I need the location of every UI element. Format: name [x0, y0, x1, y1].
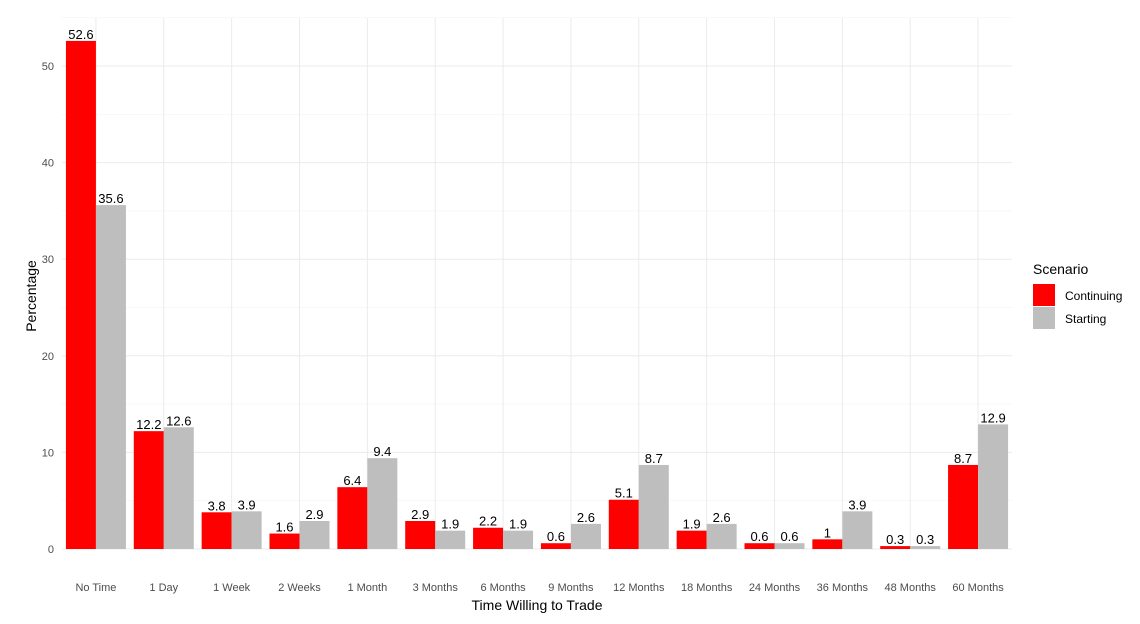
data-label-continuing: 2.2	[479, 514, 497, 529]
legend-title: Scenario	[1033, 261, 1088, 277]
legend-swatch-continuing	[1033, 284, 1055, 306]
x-tick-label: 48 Months	[885, 582, 937, 594]
bar-starting	[435, 530, 466, 549]
x-tick-label: No Time	[75, 582, 116, 594]
x-tick-label: 60 Months	[952, 582, 1004, 594]
x-tick-label: 36 Months	[817, 582, 869, 594]
data-label-starting: 8.7	[645, 451, 663, 466]
grid-layer	[62, 17, 1012, 550]
data-label-starting: 35.6	[98, 191, 123, 206]
data-label-starting: 9.4	[373, 444, 391, 459]
bar-continuing	[337, 487, 368, 549]
data-label-starting: 1.9	[441, 517, 459, 532]
bar-starting	[231, 511, 262, 549]
bar-continuing	[812, 539, 843, 549]
legend-label-starting: Starting	[1065, 312, 1106, 326]
bar-continuing	[473, 527, 504, 549]
bar-continuing	[405, 520, 436, 549]
data-label-continuing: 0.3	[886, 532, 904, 547]
x-tick-label: 9 Months	[548, 582, 594, 594]
x-tick-label: 6 Months	[480, 582, 526, 594]
data-label-continuing: 8.7	[954, 451, 972, 466]
x-tick-label: 24 Months	[749, 582, 801, 594]
bar-starting	[95, 205, 126, 549]
data-label-continuing: 1.9	[683, 517, 701, 532]
bar-starting	[910, 546, 941, 549]
bar-continuing	[948, 464, 979, 549]
data-label-starting: 2.6	[713, 510, 731, 525]
data-label-continuing: 1	[824, 525, 831, 540]
data-label-starting: 0.3	[916, 532, 934, 547]
x-tick-label: 12 Months	[613, 582, 665, 594]
data-label-layer: 52.635.612.2 12.63.8 3.91.62.96.49.42.91.9…	[68, 27, 1005, 547]
axis-layer: 0 10 20 30 40 50 No Time 1 Day 1 Week 2 Weeks 1 Mo…	[42, 61, 1004, 594]
bar-continuing	[201, 512, 232, 549]
data-label-starting: 3.9	[848, 497, 866, 512]
bar-starting	[299, 520, 330, 549]
data-label-starting: 2.6	[577, 510, 595, 525]
x-tick-label: 2 Weeks	[278, 582, 321, 594]
bar-continuing	[608, 499, 639, 549]
bar-starting	[978, 424, 1009, 549]
x-tick-label: 18 Months	[681, 582, 733, 594]
bar-starting	[774, 543, 805, 549]
y-tick-label: 50	[42, 61, 54, 73]
data-label-starting: 0.6	[780, 529, 798, 544]
data-label-continuing: 5.1	[615, 486, 633, 501]
bar-continuing	[65, 40, 96, 549]
data-label-continuing: 0.6	[547, 529, 565, 544]
bar-starting	[842, 511, 873, 549]
data-label-continuing: 0.6	[750, 529, 768, 544]
data-label-continuing: 6.4	[343, 473, 361, 488]
data-label-starting: 2.9	[305, 507, 323, 522]
bar-continuing	[133, 431, 164, 549]
bar-layer	[65, 40, 1009, 549]
data-label-continuing: 1.6	[275, 520, 293, 535]
data-label-starting: 1.9	[509, 517, 527, 532]
x-tick-label: 1 Month	[347, 582, 387, 594]
y-axis-title: Percentage	[23, 260, 39, 332]
y-tick-label: 20	[42, 351, 54, 363]
bar-continuing	[744, 543, 775, 549]
x-tick-label: 1 Week	[213, 582, 251, 594]
bar-continuing	[880, 546, 911, 549]
data-label-continuing: 52.6	[68, 27, 93, 42]
data-label-continuing: 2.9	[411, 507, 429, 522]
y-tick-label: 10	[42, 447, 54, 459]
bar-starting	[638, 464, 669, 549]
bar-starting	[503, 530, 534, 549]
data-label-starting: 12.9	[980, 410, 1005, 425]
bar-starting	[367, 458, 398, 549]
bar-starting	[570, 523, 601, 549]
legend-label-continuing: Continuing	[1065, 289, 1122, 303]
data-label-continuing: 12.2	[136, 417, 161, 432]
x-tick-label: 3 Months	[413, 582, 459, 594]
legend: Scenario Continuing Starting	[1033, 261, 1122, 329]
legend-swatch-starting	[1033, 307, 1055, 329]
data-label-starting: 3.9	[238, 497, 256, 512]
bar-continuing	[540, 543, 571, 549]
data-label-continuing: 3.8	[208, 498, 226, 513]
y-tick-label: 40	[42, 158, 54, 170]
bar-continuing	[269, 533, 300, 549]
x-tick-label: 1 Day	[149, 582, 178, 594]
x-axis-title: Time Willing to Trade	[472, 597, 603, 613]
bar-continuing	[676, 530, 707, 549]
bar-starting	[163, 427, 194, 549]
bar-starting	[706, 523, 737, 549]
data-label-starting: 12.6	[166, 413, 191, 428]
y-tick-label: 0	[48, 544, 54, 556]
y-tick-label: 30	[42, 254, 54, 266]
